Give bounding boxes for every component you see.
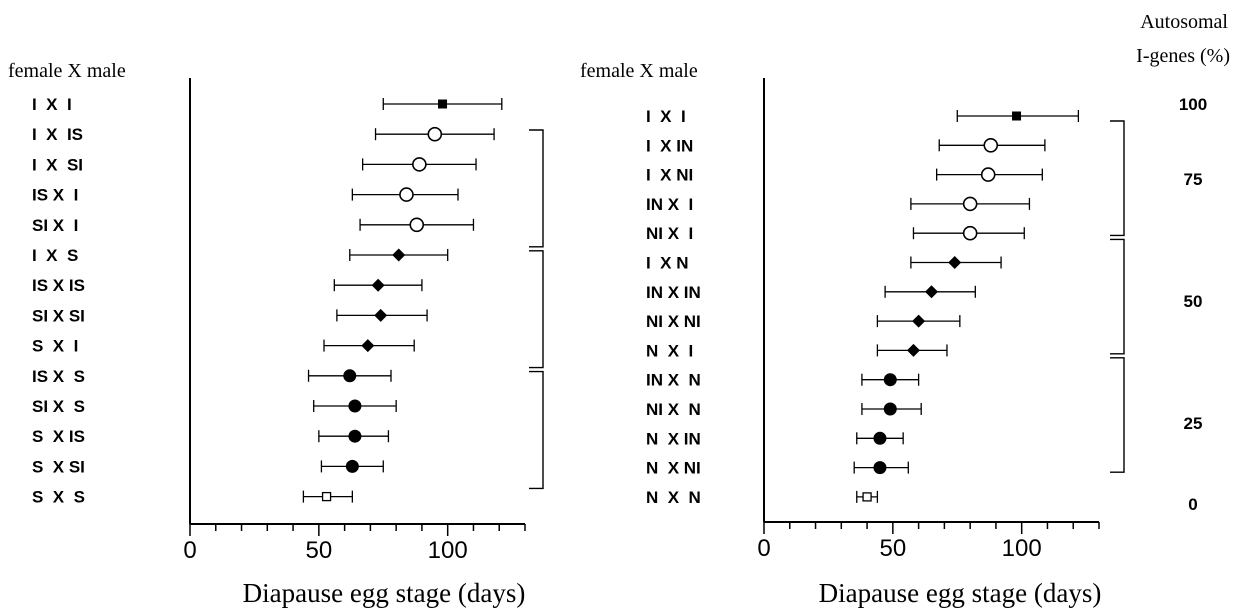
autosomal-percent-label: 0 [1188, 495, 1197, 514]
right-mean-marker [925, 285, 938, 299]
left-x-tick-label: 0 [183, 537, 196, 564]
right-mean-marker [906, 343, 920, 357]
right-mean-marker [873, 431, 887, 445]
autosomal-title-line2: I-genes (%) [1136, 45, 1230, 67]
right-group-bracket [1110, 120, 1125, 237]
right-category-label: NI X N [646, 400, 701, 419]
left-mean-marker [371, 278, 385, 292]
left-mean-marker [348, 429, 362, 443]
right-mean-marker [883, 402, 897, 416]
left-category-label: SI X I [32, 216, 78, 235]
right-group-bracket [1110, 238, 1125, 355]
left-category-label: IS X IS [32, 276, 85, 295]
autosomal-title-line1: Autosomal [1140, 11, 1228, 33]
right-mean-marker [1012, 111, 1022, 121]
autosomal-percent-label: 100 [1179, 95, 1207, 114]
left-plot-area: 0 50 100 [183, 78, 544, 564]
left-category-label: I X S [32, 246, 78, 265]
right-category-label: I X N [646, 254, 689, 273]
autosomal-percent-label: 25 [1184, 414, 1203, 433]
right-category-label: N X N [646, 488, 701, 507]
left-category-label: SI X S [32, 397, 85, 416]
right-category-label: I X IN [646, 136, 693, 155]
right-category-label: NI X I [646, 224, 693, 243]
right-category-header: female X male [580, 60, 698, 82]
autosomal-percent-label: 50 [1184, 292, 1203, 311]
right-category-label: IN X N [646, 371, 701, 390]
right-mean-marker [948, 256, 962, 269]
right-mean-marker [873, 461, 887, 475]
left-category-label: IS X I [32, 186, 78, 205]
right-mean-marker [862, 492, 872, 502]
right-x-tick-label: 50 [879, 535, 906, 562]
left-mean-marker [438, 99, 448, 109]
right-mean-marker [912, 314, 926, 328]
left-group-bracket [529, 129, 544, 248]
right-mean-marker [980, 167, 996, 182]
right-mean-marker [962, 225, 978, 241]
right-category-label: IN X I [646, 195, 693, 214]
left-mean-marker [392, 248, 406, 262]
left-x-tick-label: 100 [428, 537, 468, 564]
left-x-tick-label: 50 [305, 537, 332, 564]
right-category-label: IN X IN [646, 283, 701, 302]
right-x-tick-label: 100 [1002, 535, 1042, 562]
right-group-bracket [1110, 357, 1125, 473]
left-group-bracket [529, 370, 544, 490]
left-category-label: IS X S [32, 367, 85, 386]
left-category-label: I X IS [32, 125, 83, 144]
left-category-label: S X I [32, 337, 78, 356]
right-x-axis-label: Diapause egg stage (days) [819, 578, 1102, 608]
left-mean-marker [427, 126, 443, 142]
right-mean-marker [883, 373, 897, 387]
right-category-label: I X I [646, 107, 686, 126]
right-plot-area: 0 50 100 [757, 78, 1125, 562]
left-mean-marker [374, 308, 388, 322]
right-mean-marker [983, 138, 999, 153]
left-category-label: SI X SI [32, 306, 85, 325]
left-mean-marker [399, 187, 414, 202]
left-category-label: S X IS [32, 427, 85, 446]
left-category-label: S X SI [32, 457, 85, 476]
right-x-tick-label: 0 [757, 535, 770, 562]
left-mean-marker [345, 459, 359, 473]
right-category-label: N X IN [646, 429, 701, 448]
autosomal-percent-label: 75 [1184, 170, 1203, 189]
left-category-label: I X SI [32, 155, 83, 174]
left-mean-marker [343, 369, 357, 383]
autosomal-labels: 100 75 50 25 0 [1179, 95, 1207, 514]
right-mean-marker [962, 196, 978, 212]
left-group-bracket [529, 250, 544, 369]
left-mean-marker [409, 217, 425, 233]
left-mean-marker [321, 491, 332, 502]
right-category-label: I X NI [646, 166, 693, 185]
left-category-label: S X S [32, 488, 85, 507]
left-mean-marker [361, 339, 375, 353]
right-category-labels: I X I I X IN I X NI IN X I NI X I I X N IN X I… [646, 107, 701, 507]
left-mean-marker [348, 399, 362, 413]
right-category-label: NI X NI [646, 312, 701, 331]
right-category-label: N X I [646, 341, 693, 360]
left-category-label: I X I [32, 95, 72, 114]
left-category-labels: I X I I X IS I X SI IS X I SI X I I X S IS X I… [32, 95, 85, 507]
left-mean-marker [412, 157, 427, 172]
left-category-header: female X male [8, 60, 126, 82]
autosomal-axis: Autosomal I-genes (%) 100 75 50 25 0 [1136, 11, 1230, 514]
right-category-label: N X NI [646, 459, 701, 478]
left-x-axis-label: Diapause egg stage (days) [243, 578, 526, 608]
